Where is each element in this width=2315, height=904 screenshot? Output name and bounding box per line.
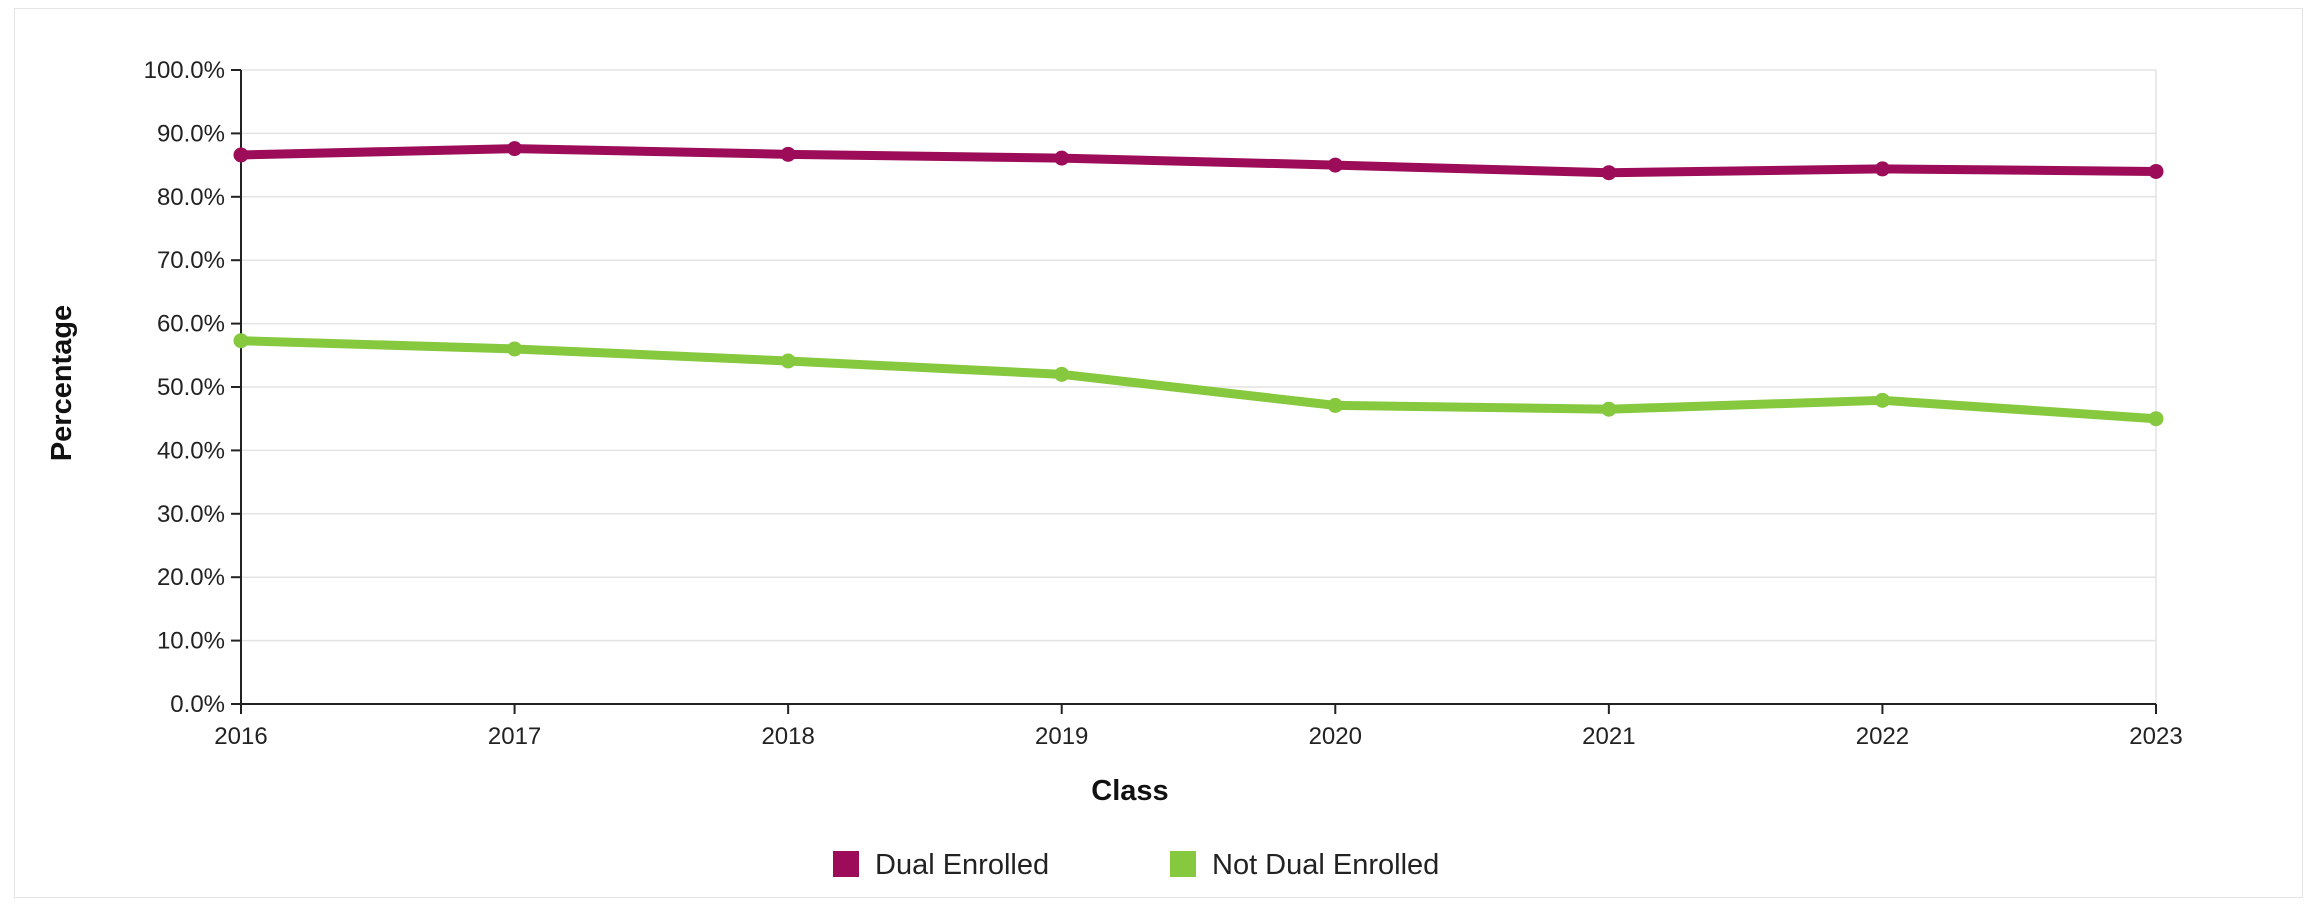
legend-swatch <box>1170 851 1196 877</box>
y-tick-label: 60.0% <box>157 311 225 338</box>
data-point[interactable] <box>1601 165 1617 181</box>
legend-label: Dual Enrolled <box>875 849 1049 881</box>
gridlines <box>241 69 2157 704</box>
series-lines <box>233 141 2164 427</box>
data-point[interactable] <box>1874 392 1890 408</box>
data-point[interactable] <box>233 333 249 349</box>
y-tick-label: 0.0% <box>170 691 225 718</box>
data-point[interactable] <box>1054 366 1070 382</box>
x-tick-label: 2021 <box>1582 723 1635 750</box>
data-point[interactable] <box>780 146 796 162</box>
y-tick-label: 50.0% <box>157 374 225 401</box>
data-point[interactable] <box>2148 163 2164 179</box>
legend-swatch <box>833 851 859 877</box>
x-tick-label: 2019 <box>1035 723 1088 750</box>
y-tick-label: 30.0% <box>157 501 225 528</box>
data-point[interactable] <box>233 147 249 163</box>
x-tick-label: 2023 <box>2129 723 2182 750</box>
tick-labels: 0.0% 10.0% 20.0% 30.0% 40.0% 50.0% 60.0% 70.0% 8… <box>144 57 2183 750</box>
x-tick-label: 2018 <box>761 723 814 750</box>
data-point[interactable] <box>780 353 796 369</box>
data-point[interactable] <box>1327 397 1343 413</box>
legend-label: Not Dual Enrolled <box>1212 849 1439 881</box>
data-point[interactable] <box>2148 411 2164 427</box>
data-point[interactable] <box>507 141 523 157</box>
y-tick-label: 20.0% <box>157 564 225 591</box>
data-point[interactable] <box>1874 161 1890 177</box>
x-tick-label: 2022 <box>1856 723 1909 750</box>
y-tick-label: 70.0% <box>157 247 225 274</box>
y-axis-title: Percentage <box>46 305 78 461</box>
x-tick-label: 2020 <box>1309 723 1362 750</box>
data-point[interactable] <box>1601 401 1617 417</box>
x-axis-title: Class <box>1091 775 1168 807</box>
y-tick-label: 80.0% <box>157 184 225 211</box>
data-point[interactable] <box>1327 157 1343 173</box>
x-tick-label: 2016 <box>214 723 267 750</box>
y-tick-label: 10.0% <box>157 628 225 655</box>
series-line-1 <box>236 144 2161 178</box>
x-tick-label: 2017 <box>488 723 541 750</box>
y-tick-label: 40.0% <box>157 437 225 464</box>
series-line-2 <box>236 336 2161 424</box>
data-point[interactable] <box>507 341 523 357</box>
y-tick-label: 90.0% <box>157 120 225 147</box>
legend: Dual Enrolled Not Dual Enrolled <box>833 849 1439 881</box>
y-tick-label: 100.0% <box>144 57 225 84</box>
axes <box>231 69 2157 714</box>
data-point[interactable] <box>1054 150 1070 166</box>
